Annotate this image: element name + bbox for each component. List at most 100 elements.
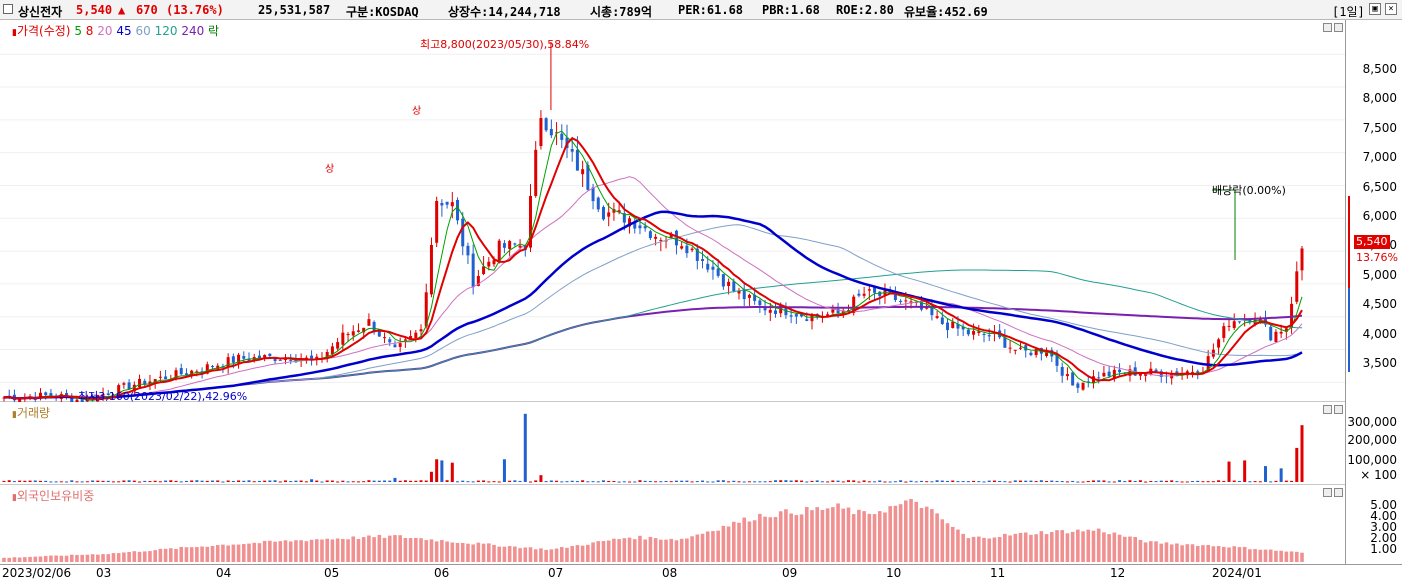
price-y-axis: 8,500 8,000 7,500 7,000 6,500 6,000 5,50… — [1345, 20, 1402, 402]
foreign-ratio-bar — [1133, 536, 1137, 562]
x-axis — [0, 564, 1402, 582]
candle — [972, 330, 976, 335]
volume-bar — [403, 480, 407, 482]
volume-bar — [648, 481, 652, 483]
candle — [242, 356, 246, 359]
volume-bar — [242, 480, 246, 482]
panel-close-icon[interactable] — [1334, 488, 1343, 497]
volume-bar — [899, 480, 903, 482]
foreign-ratio-bar — [215, 545, 220, 562]
candle — [919, 300, 923, 310]
foreign-ratio-bar — [481, 543, 486, 562]
upper-limit-mark: 상 — [412, 106, 422, 117]
candle — [601, 206, 605, 220]
volume-bar — [320, 481, 324, 483]
foreign-ratio-bar — [982, 537, 986, 562]
foreign-ratio-bar — [971, 536, 976, 562]
candle — [831, 309, 835, 313]
maximize-icon[interactable]: ▣ — [1369, 3, 1381, 15]
foreign-ratio-bar — [1185, 544, 1190, 562]
volume-bar — [575, 481, 579, 483]
panel-close-icon[interactable] — [1334, 23, 1343, 32]
candle — [982, 333, 986, 336]
foreign-ratio-bar — [815, 507, 820, 562]
candle — [1237, 321, 1241, 323]
x-tick: 07 — [548, 566, 564, 580]
candle — [648, 231, 652, 239]
volume-bar — [1196, 480, 1200, 482]
candle — [940, 317, 944, 324]
candle — [617, 210, 621, 213]
y-tick: 4,000 — [1362, 327, 1397, 341]
volume-bar — [398, 480, 402, 482]
select-checkbox[interactable] — [3, 4, 13, 14]
volume-bar — [956, 481, 960, 483]
foreign-ratio-bar — [205, 546, 210, 562]
volume-bar — [419, 480, 423, 482]
panel-close-icon[interactable] — [1334, 405, 1343, 414]
foreign-ratio-bar — [737, 522, 741, 562]
foreign-ratio-bar — [85, 554, 90, 562]
price-change: 670 — [136, 3, 158, 17]
candle — [732, 281, 736, 292]
volume-bar — [946, 480, 950, 482]
foreign-ratio-bar — [96, 554, 100, 562]
volume-bar — [456, 481, 460, 483]
foreign-ratio-bar — [700, 533, 705, 562]
candle — [1154, 369, 1158, 373]
price-chart[interactable] — [0, 20, 1345, 402]
volume-bar — [346, 481, 350, 483]
panel-restore-icon[interactable] — [1323, 23, 1332, 32]
foreign-ratio-bar — [1008, 535, 1012, 562]
foreign-ratio-bar — [898, 504, 903, 562]
close-icon[interactable]: × — [1385, 3, 1397, 15]
volume-bar — [982, 481, 986, 483]
y-tick: 6,500 — [1362, 180, 1397, 194]
foreign-ratio-bar — [1206, 544, 1210, 562]
volume-bar — [601, 480, 605, 482]
volume-bar — [596, 481, 600, 483]
foreign-ratio-bar — [346, 539, 350, 562]
foreign-ratio-bar — [1201, 545, 1205, 562]
volume-chart[interactable] — [0, 402, 1345, 485]
panel-restore-icon[interactable] — [1323, 405, 1332, 414]
stock-name[interactable]: 상신전자 — [18, 5, 63, 19]
foreign-ratio-bar — [883, 512, 887, 562]
volume-bar — [315, 480, 319, 482]
candle — [377, 329, 381, 337]
foreign-ratio-bar — [28, 556, 32, 562]
volume-bar — [1227, 461, 1231, 482]
candle — [873, 286, 877, 293]
candle — [701, 259, 705, 261]
legend-item-ma120: 120 — [154, 24, 178, 38]
volume-panel[interactable]: ▮거래량 — [0, 402, 1345, 485]
volume-bar — [1206, 481, 1210, 483]
volume-bar — [779, 480, 783, 482]
foreign-ratio-bar — [919, 508, 924, 562]
volume-bar — [820, 481, 824, 483]
foreign-ownership-panel[interactable]: ▮외국인보유비중 — [0, 485, 1345, 564]
foreign-ratio-bar — [116, 553, 121, 562]
volume-bar — [117, 481, 121, 483]
panel-restore-icon[interactable] — [1323, 488, 1332, 497]
candle — [862, 293, 866, 296]
foreign-ownership-chart[interactable] — [0, 485, 1345, 564]
candle — [1191, 371, 1195, 373]
candle — [518, 245, 522, 248]
period-selector[interactable]: [1일] — [1332, 5, 1365, 19]
candle — [961, 326, 965, 330]
foreign-ratio-bar — [294, 540, 298, 562]
foreign-ratio-bar — [174, 548, 178, 562]
volume-bar — [7, 480, 11, 482]
price-panel[interactable]: ▮가격(수정) 5 8 20 45 60 120 240 락 — [0, 20, 1345, 402]
foreign-ratio-bar — [200, 546, 204, 562]
volume-bar — [904, 481, 908, 483]
volume-bar — [59, 481, 63, 483]
volume-bar — [44, 480, 48, 482]
foreign-y-axis: 5.00 4.00 3.00 2.00 1.00 — [1345, 485, 1402, 564]
foreign-ratio-bar — [1169, 544, 1174, 562]
volume-bar — [1201, 481, 1205, 483]
volume-y-axis: 300,000 200,000 100,000 × 100 — [1345, 402, 1402, 485]
foreign-ratio-bar — [75, 554, 79, 562]
foreign-title: ▮외국인보유비중 — [12, 487, 94, 504]
